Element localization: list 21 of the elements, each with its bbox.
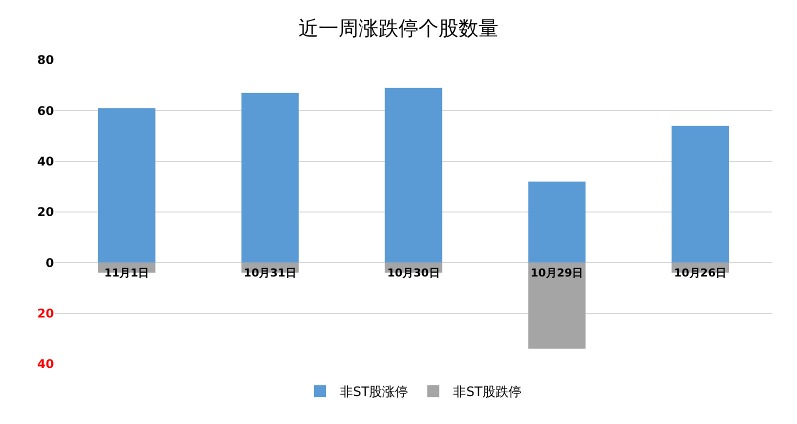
y-tick-label: 60: [37, 104, 54, 118]
x-tick-label: 11月1日: [104, 266, 150, 280]
y-tick-label: 20: [37, 205, 54, 220]
bar: [528, 262, 586, 349]
x-tick-label: 10月30日: [387, 266, 440, 280]
y-tick-label: 40: [37, 154, 54, 169]
y-tick-label: 80: [37, 53, 54, 68]
chart-title: 近一周涨跌停个股数量: [298, 16, 498, 40]
x-tick-label: 10月31日: [244, 266, 296, 280]
y-tick-label: 40: [37, 357, 54, 372]
bar: [384, 88, 442, 263]
y-tick-label: 20: [37, 306, 54, 321]
x-tick-label: 10月29日: [530, 266, 584, 280]
bar: [241, 92, 299, 263]
y-tick-label: 0: [46, 256, 54, 270]
bar: [672, 126, 729, 263]
bar: [528, 182, 586, 263]
bar: [98, 108, 156, 263]
legend-label: 非ST股跌停: [453, 385, 522, 400]
x-tick-label: 10月26日: [674, 266, 727, 280]
legend-label: 非ST股涨停: [340, 385, 408, 400]
